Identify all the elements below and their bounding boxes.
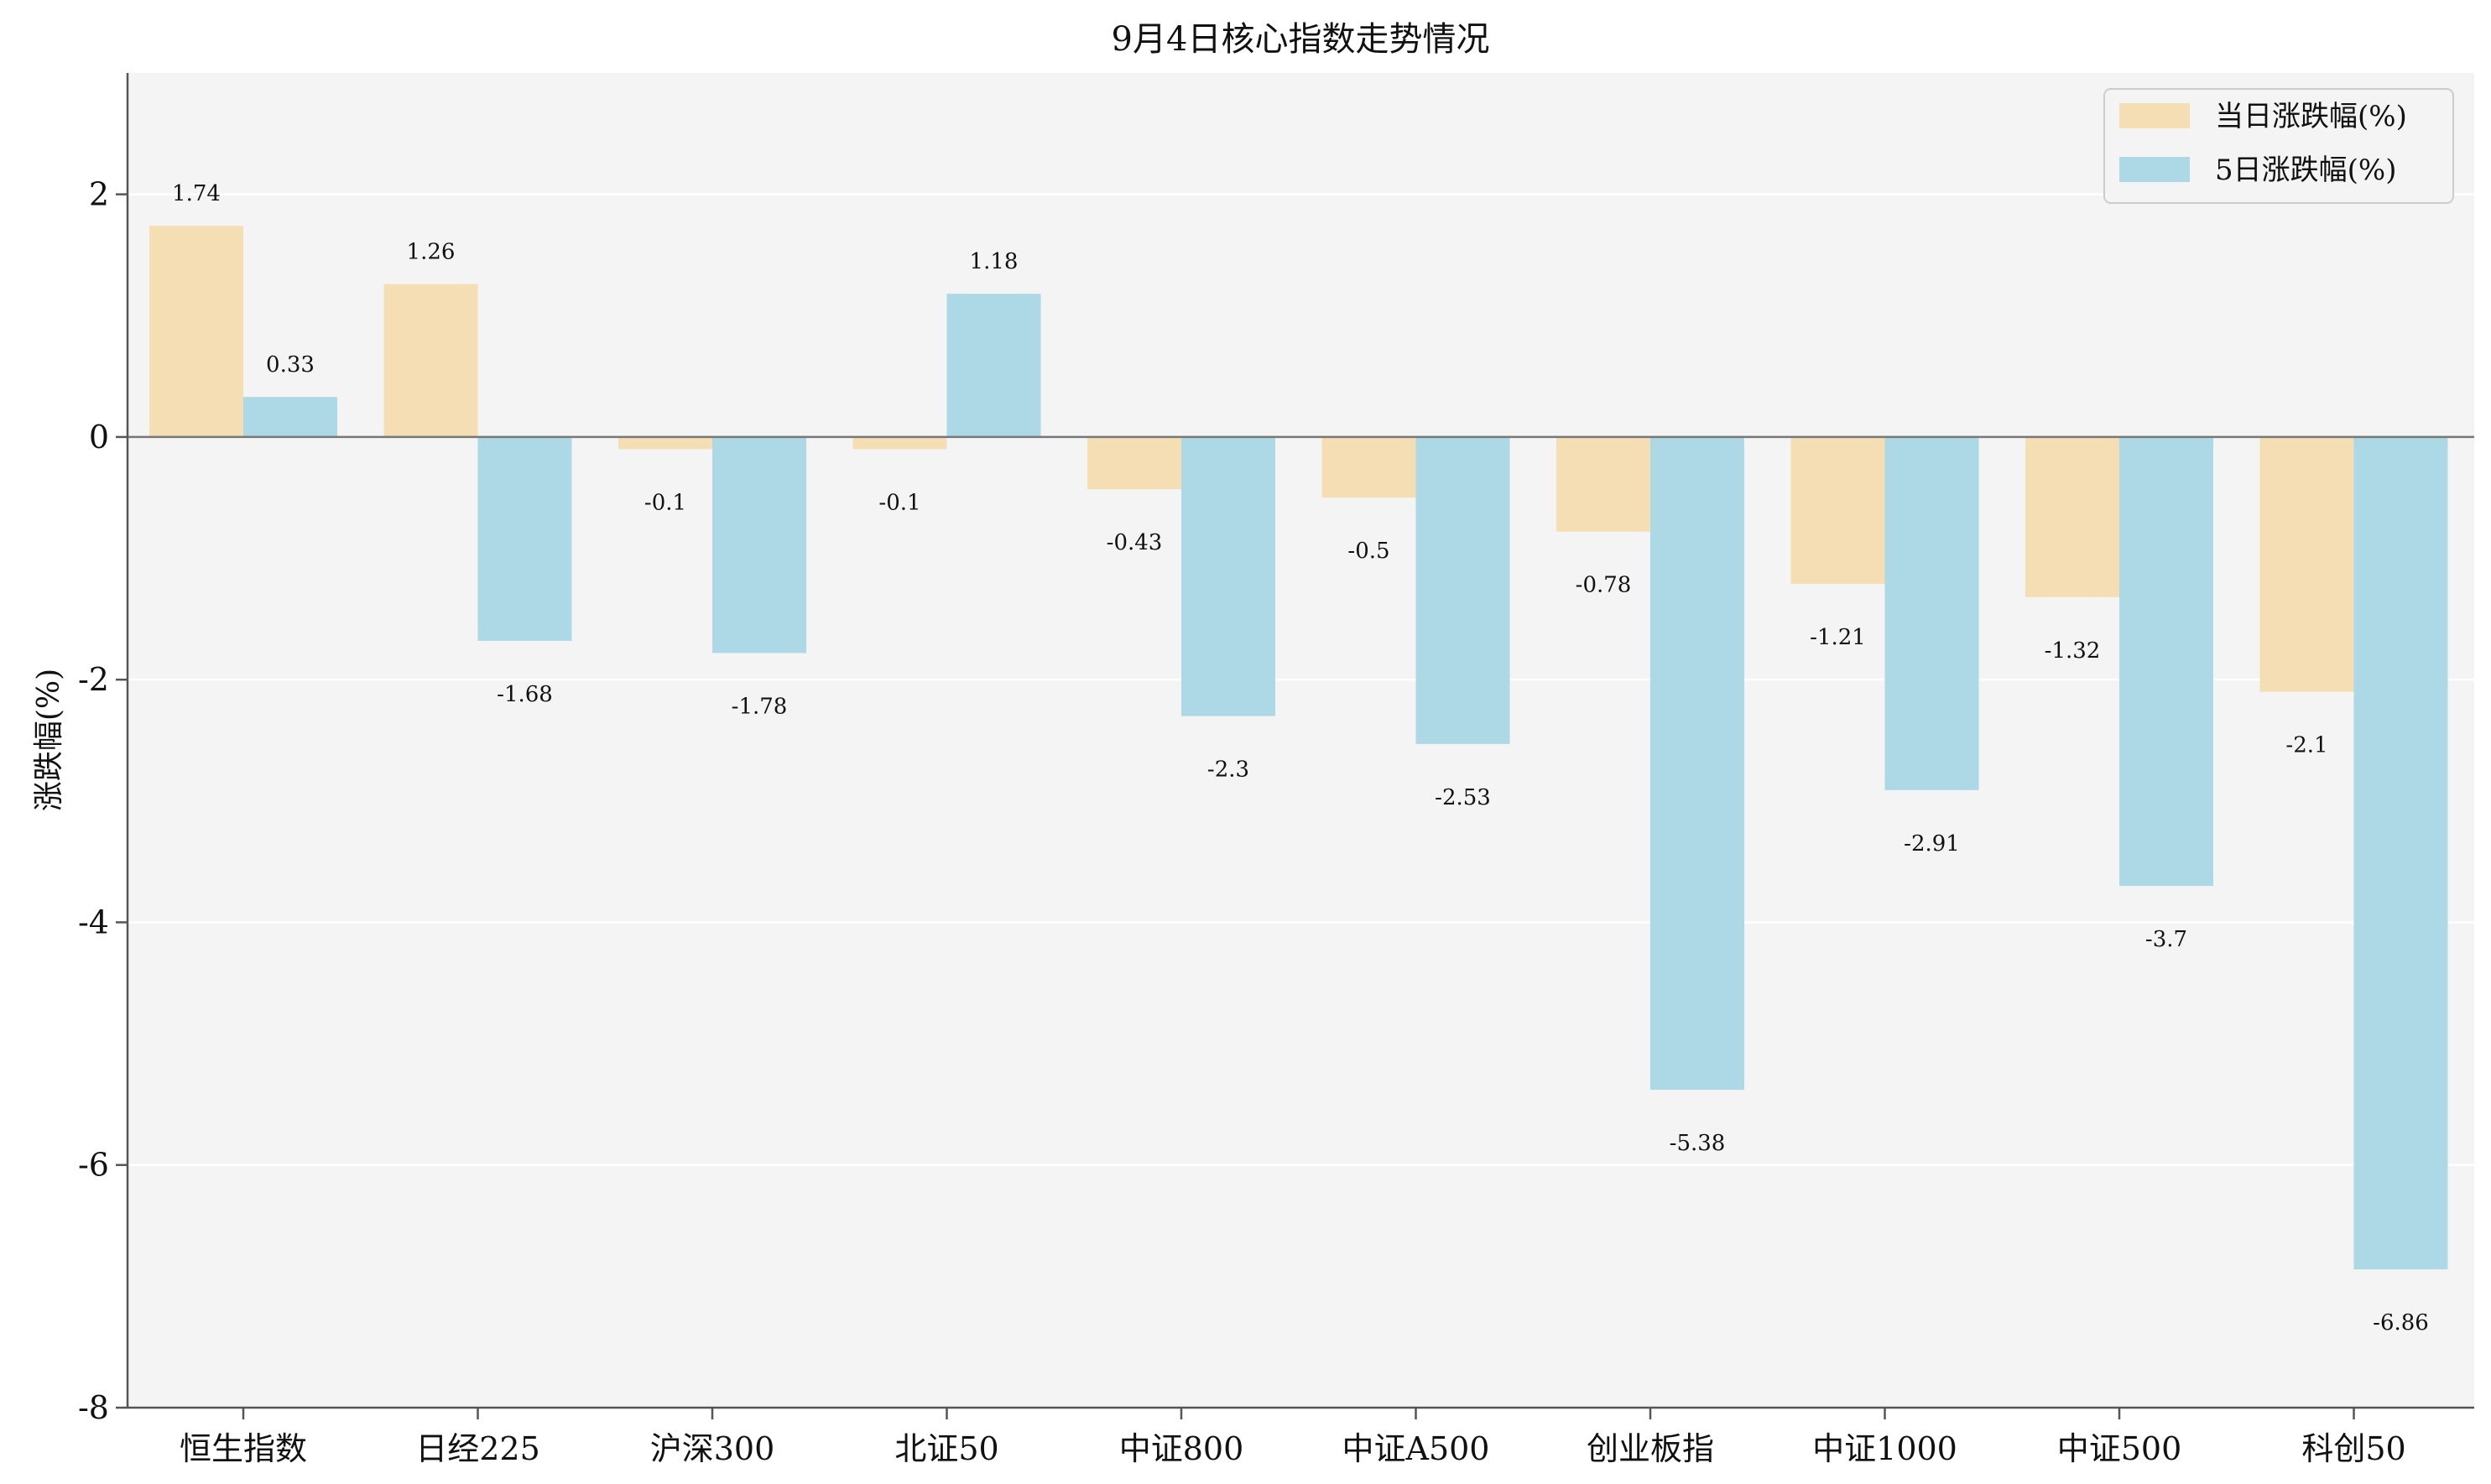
y-tick-label: -4 (78, 903, 109, 940)
y-tick-label: -6 (78, 1147, 109, 1184)
data-label-5day: -2.91 (1904, 831, 1960, 857)
legend-label-5day: 5日涨跌幅(%) (2215, 154, 2396, 187)
legend-swatch-daily (2119, 103, 2190, 128)
axes (126, 73, 2474, 1409)
x-tick-label: 中证1000 (1812, 1430, 1957, 1467)
x-tick-label: 日经225 (415, 1430, 540, 1467)
bar-5day (477, 436, 572, 641)
bar-daily (1087, 436, 1181, 490)
data-label-5day: -1.78 (732, 694, 788, 719)
legend-swatch-5day (2119, 157, 2190, 182)
bar-daily (1790, 436, 1885, 584)
data-label-daily: -0.1 (878, 490, 920, 515)
data-label-5day: -3.7 (2145, 927, 2187, 952)
data-label-daily: 1.26 (407, 240, 456, 265)
bar-5day (712, 436, 806, 653)
grid-lines (128, 193, 2474, 1166)
x-tick-label: 北证50 (894, 1430, 998, 1467)
bars (149, 226, 2448, 1270)
bar-daily (1321, 436, 1416, 498)
y-tick-label: -2 (78, 661, 109, 698)
data-label-daily: -0.5 (1347, 539, 1389, 564)
plot-background (128, 73, 2474, 1408)
y-ticks: 2 0 -2 -4 -6 -8 (78, 176, 128, 1426)
bar-5day (946, 294, 1041, 437)
x-tick-label: 创业板指 (1587, 1430, 1714, 1467)
data-label-daily: -0.1 (644, 490, 686, 515)
legend: 当日涨跌幅(%) 5日涨跌幅(%) (2103, 88, 2454, 204)
bar-5day (1415, 436, 1510, 744)
data-label-daily: -1.21 (1810, 625, 1866, 650)
x-tick-label: 科创50 (2301, 1430, 2405, 1467)
data-label-daily: -1.32 (2045, 638, 2101, 664)
x-ticks: 恒生指数 日经225 沪深300 北证50 中证800 中证A500 创业板指 中证1000 中… (180, 1408, 2406, 1467)
bar-5day (2119, 436, 2213, 887)
bar-daily (149, 226, 243, 437)
data-label-daily: -0.78 (1576, 573, 1632, 598)
bar-daily (2025, 436, 2119, 597)
y-tick-label: -8 (78, 1389, 109, 1426)
data-label-5day: -1.68 (497, 682, 553, 707)
data-label-5day: -2.53 (1435, 785, 1491, 810)
chart-title: 9月4日核心指数走势情况 (1112, 20, 1490, 59)
x-tick-label: 恒生指数 (180, 1430, 307, 1467)
data-label-5day: 1.18 (970, 249, 1019, 274)
data-label-daily: -2.1 (2285, 733, 2327, 758)
bar-5day (1650, 436, 1744, 1091)
data-label-daily: 1.74 (172, 181, 221, 206)
x-tick-label: 中证500 (2057, 1430, 2182, 1467)
bar-5day (1181, 436, 1275, 716)
legend-label-daily: 当日涨跌幅(%) (2215, 100, 2407, 133)
bar-daily (618, 436, 712, 450)
data-label-5day: -2.3 (1207, 758, 1249, 783)
data-labels: 1.74 0.33 1.26 -1.68 -0.1 -1.78 -0.1 1.18 -0.43 -… (172, 181, 2429, 1336)
legend-box (2103, 88, 2454, 204)
x-tick-label: 中证800 (1119, 1430, 1244, 1467)
y-tick-label: 2 (89, 176, 109, 213)
bar-daily (1556, 436, 1650, 532)
bar-5day (2353, 436, 2448, 1270)
bar-daily (2259, 436, 2354, 692)
x-tick-label: 沪深300 (650, 1430, 775, 1467)
bar-daily (852, 436, 947, 450)
data-label-daily: -0.43 (1107, 530, 1163, 555)
y-axis-label: 涨跌幅(%) (32, 669, 66, 811)
x-tick-label: 中证A500 (1342, 1430, 1490, 1467)
bar-5day (243, 397, 337, 437)
y-tick-label: 0 (89, 419, 109, 456)
data-label-5day: 0.33 (266, 352, 315, 378)
bar-daily (383, 284, 478, 437)
bar-5day (1884, 436, 1979, 790)
data-label-5day: -6.86 (2373, 1310, 2429, 1336)
data-label-5day: -5.38 (1670, 1131, 1726, 1156)
